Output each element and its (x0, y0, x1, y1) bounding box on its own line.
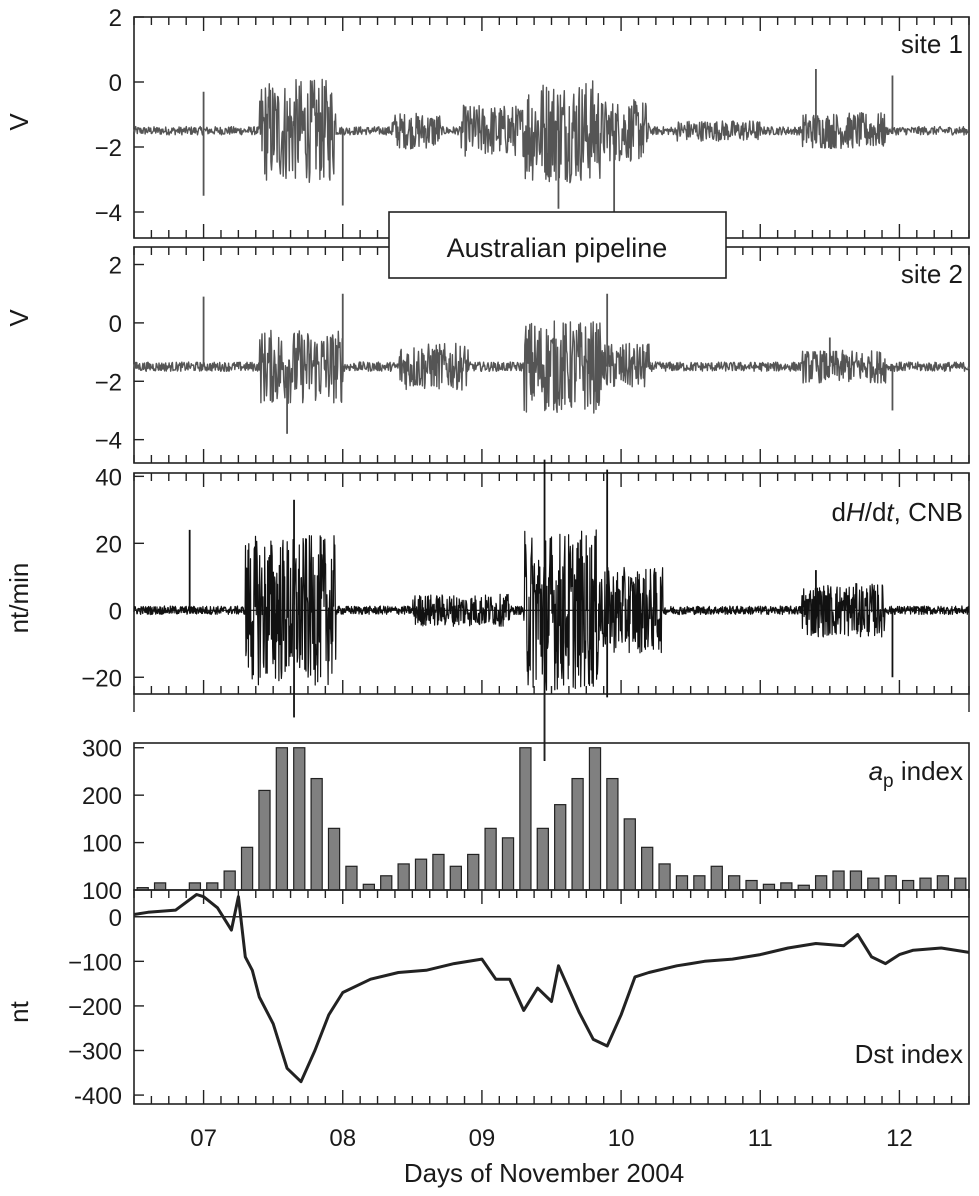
ap-bar (554, 804, 567, 891)
dst-index-panel: 0 −100 −200 −300 -400 (68, 889, 970, 1110)
ap-bar (814, 875, 828, 891)
ap-bar (501, 837, 515, 891)
x-tick-label: 08 (329, 1125, 356, 1152)
dst-ytick-label: -400 (74, 1083, 122, 1110)
dst-ylabel: nt (4, 1000, 34, 1022)
ap-bar (901, 879, 915, 891)
ap-bar (519, 747, 532, 891)
site2-ylabel: V (4, 309, 34, 327)
ap-label: ap index (869, 756, 963, 792)
site2-ytick-label: 0 (109, 311, 122, 338)
ap-bar (936, 875, 950, 891)
site2-label: site 2 (901, 259, 963, 289)
ap-bar (188, 882, 202, 891)
site2-trace (133, 320, 970, 414)
ap-bar (745, 879, 758, 891)
dhdt-ytick-label: 20 (95, 531, 122, 558)
ap-bar (362, 883, 376, 891)
title-box (388, 211, 727, 279)
ap-bar (867, 877, 880, 891)
x-tick-label: 11 (748, 1125, 773, 1152)
dhdt-ytick-label: 40 (95, 464, 122, 491)
ap-ytick-label: 200 (82, 783, 122, 810)
ap-ytick-label-bottom: 100 (82, 878, 122, 905)
dhdt-label: dH/dt, CNB (831, 497, 963, 527)
ap-bar (641, 846, 654, 891)
ap-bar (484, 827, 497, 891)
x-axis-title: Days of November 2004 (404, 1158, 684, 1188)
dst-label: Dst index (855, 1039, 963, 1069)
site2-ytick-label: −2 (95, 369, 122, 396)
dst-ytick-label: −300 (68, 1039, 122, 1066)
dst-ytick-label: −100 (68, 949, 122, 976)
ap-bar (432, 853, 445, 891)
dst-ytick-label: −200 (68, 994, 122, 1021)
ap-ytick-label: 300 (82, 736, 122, 763)
dst-trace (133, 893, 970, 1084)
title-box-text: Australian pipeline (447, 233, 668, 263)
dhdt-trace (133, 529, 970, 691)
x-tick-label: 12 (886, 1125, 913, 1152)
site2-ytick-label: 2 (109, 253, 122, 280)
ap-bar (954, 877, 967, 891)
ap-bar (884, 875, 897, 891)
dhdt-ytick-label: −20 (81, 665, 122, 692)
ap-bar (223, 870, 236, 891)
site1-ytick-label: −4 (95, 200, 122, 227)
ap-bar (414, 858, 428, 891)
dst-ytick-label: 0 (109, 905, 122, 932)
dhdt-ytick-label: 0 (109, 598, 122, 625)
ap-bar (832, 870, 845, 891)
x-axis: 07 08 09 10 11 12 (190, 1125, 913, 1152)
ap-bar (588, 747, 602, 891)
ap-bar (345, 865, 358, 891)
ap-bar (919, 877, 932, 891)
ap-bar (675, 875, 689, 891)
site1-panel: 2 0 −2 −4 (95, 5, 970, 239)
site1-ytick-label: −2 (95, 135, 122, 162)
x-tick-label: 09 (469, 1125, 496, 1152)
dhdt-ylabel: nt/min (4, 563, 34, 634)
ap-bar (380, 875, 393, 891)
ap-bar (240, 846, 254, 891)
ap-bar (710, 865, 723, 891)
ap-bar (849, 870, 863, 891)
site1-ylabel: V (4, 113, 34, 131)
ap-bar (293, 747, 306, 891)
site1-trace (133, 78, 970, 184)
ap-bar (467, 853, 480, 891)
ap-bar (206, 882, 219, 891)
ap-bar (275, 747, 289, 891)
dhdt-panel: 40 20 0 −20 (81, 459, 970, 761)
ap-bar (153, 882, 167, 891)
ap-index-panel: 300 200 100 100 (82, 694, 970, 905)
site1-ytick-label: 0 (109, 70, 122, 97)
ap-bar (571, 777, 584, 891)
x-tick-label: 07 (190, 1125, 217, 1152)
site2-ytick-label: −4 (95, 428, 122, 455)
site2-panel: 2 0 −2 −4 (95, 246, 970, 464)
ap-bar (623, 818, 636, 891)
ap-bar (536, 827, 549, 891)
ap-bar (658, 863, 671, 891)
ap-bar (449, 865, 462, 891)
ap-bar (258, 789, 271, 891)
ap-bar (397, 863, 410, 891)
ap-bar (727, 875, 741, 891)
site1-label: site 1 (901, 29, 963, 59)
ap-bar (693, 875, 706, 891)
ap-bar (310, 777, 323, 891)
ap-bar (762, 883, 776, 891)
ap-bar (327, 827, 341, 891)
ap-bar (780, 882, 793, 891)
ap-ytick-label: 100 (82, 831, 122, 858)
x-tick-label: 10 (608, 1125, 635, 1152)
site1-ytick-label: 2 (109, 5, 122, 32)
ap-bar (606, 777, 619, 891)
